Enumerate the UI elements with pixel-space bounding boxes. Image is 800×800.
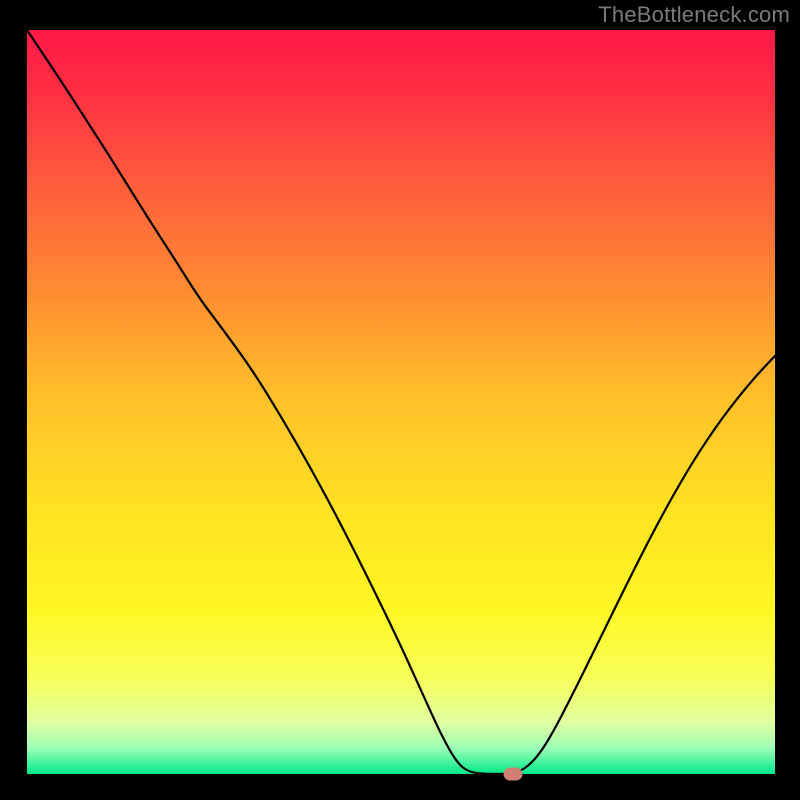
bottleneck-curve <box>27 30 775 774</box>
plot-area <box>27 30 775 774</box>
optimum-marker <box>504 768 523 781</box>
watermark-label: TheBottleneck.com <box>598 2 790 27</box>
watermark-text: TheBottleneck.com <box>598 2 790 28</box>
chart-container: { "watermark": { "text": "TheBottleneck.… <box>0 0 800 800</box>
